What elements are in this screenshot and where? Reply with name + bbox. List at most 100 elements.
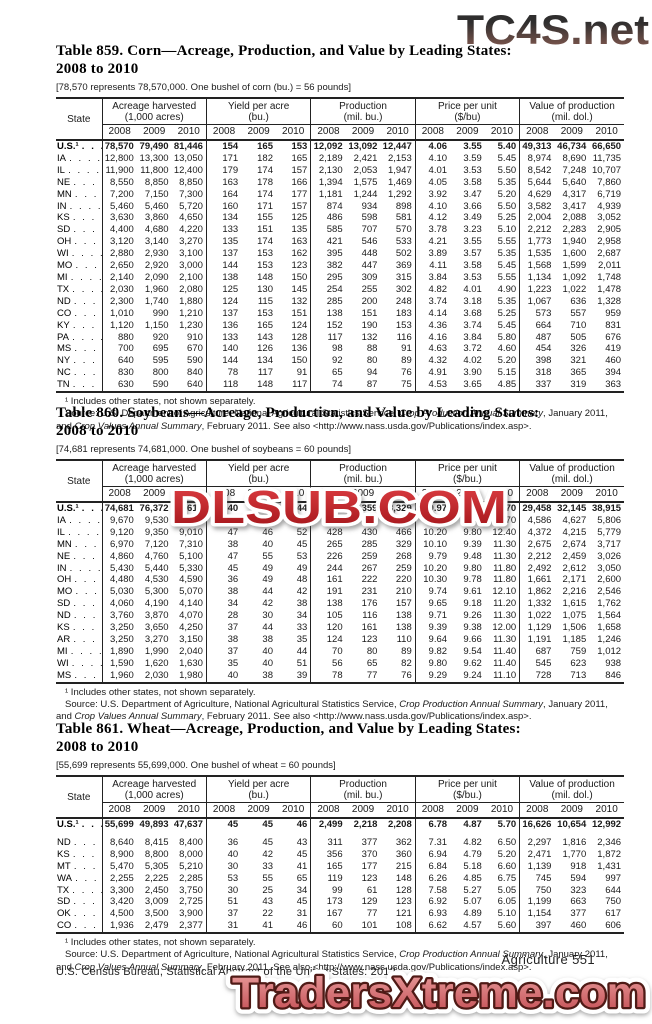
table-cell: 4.82 [463,836,482,848]
table-cell: 3,100 [179,248,203,260]
table-cell: 309 [361,271,378,283]
table-cell: 2,297 [519,836,555,849]
table-cell: 664 [519,319,555,332]
table-cell: 2,479 [144,920,169,932]
table-cell: 4.57 [463,920,482,932]
table-cell: 2,080 [179,283,203,295]
state-label: SD . . . . . . . . . [56,224,103,237]
title-line1: Table 860. Soybeans—Acreage, Production,… [56,405,540,421]
table-cell: 2,208 [387,819,412,830]
table-cell: 4.89 [463,908,482,920]
table-cell: 9.38 [463,622,482,634]
table-cell: 4,372 [519,526,555,539]
table-cell: 4.10 [414,152,451,165]
table-cell: 40 [205,669,242,683]
table-cell: 419 [605,343,622,355]
table-cell: 4,939 [597,200,622,212]
table-cell: 8,640 [101,836,137,849]
table-cell: 79,490 [139,141,169,152]
table-cell: 151 [361,307,378,319]
table-cell: 9.66 [463,633,482,645]
table-cell: 38,915 [591,503,622,514]
year-header: 2009 [554,802,590,819]
state-label: NE . . . . . . . . . [56,550,103,563]
table-cell: 11.80 [493,574,517,586]
table-cell: 920 [152,331,169,343]
state-label: IL . . . . . . . . . [56,164,103,177]
table-cell: 1,575 [353,176,378,188]
table-cell: 5.10 [497,224,517,236]
table-cell: 5.27 [463,884,482,896]
table-cell: 594 [570,872,587,884]
table-cell: 898 [395,200,412,212]
state-label: CO . . . . . . . . . [56,307,103,320]
table-cell: 1,292 [387,188,412,200]
table-cell: 91 [296,367,308,379]
table-cell: 1,328 [597,295,622,307]
table-cell: 9.39 [414,622,451,634]
table-cell: 4.90 [497,283,517,295]
table-cell: 1,880 [179,295,203,307]
table-cell: 4.32 [414,355,451,368]
table-cell: 40 [262,657,273,669]
table-cell: 11.30 [493,538,517,550]
year-header: 2010 [589,486,625,503]
table-cell: 77 [366,908,378,920]
table-cell: 687 [519,645,555,658]
table-cell: 220 [395,574,412,586]
state-label: CO . . . . . . . . . [56,920,103,934]
table-cell: 42 [262,848,273,860]
table-cell: 676 [605,331,622,343]
year-header: 2009 [450,486,485,503]
table-cell: 695 [152,343,169,355]
table-cell: 1,990 [144,645,169,657]
table-cell: 2,421 [353,152,378,164]
state-label: WA . . . . . . . . . [56,872,103,885]
state-label: OH . . . . . . . . . [56,236,103,249]
table-cell: 75 [401,379,412,391]
table-cell: 161 [361,622,378,634]
state-label: SD . . . . . . . . . [56,896,103,909]
table-cell: 45 [296,848,308,860]
table-cell: 311 [310,836,346,849]
table-cell: 4.91 [414,367,451,380]
table-cell: 4,650 [179,212,203,224]
table-cell: 138 [310,307,346,320]
table-cell: 2,225 [144,872,169,884]
table-cell: 598 [361,212,378,224]
table-cell: 134 [257,355,273,367]
table-cell: 44 [296,645,308,657]
table-cell: 707 [361,224,378,236]
table-cell: 56 [310,657,346,670]
table-cell: 3,750 [179,884,203,896]
table-cell: 2,471 [519,848,555,861]
table-cell: 710 [570,319,587,331]
table-cell: 7,200 [101,188,137,201]
table-cell: 5,430 [101,562,137,575]
table-cell: 40 [205,848,242,861]
year-header: 2010 [380,124,416,141]
table-cell: 1,590 [101,657,137,670]
table-cell: 3,052 [597,212,622,224]
table-cell: 153 [395,319,412,331]
table-cell: 137 [205,248,242,261]
table-cell: 124 [310,633,346,646]
table-cell: 3.58 [463,260,482,272]
table-cell: 4.01 [414,164,451,177]
state-label: NE . . . . . . . . . [56,176,103,189]
table-cell: 606 [605,920,622,932]
table-cell: 8,900 [101,848,137,861]
table-cell: 5.45 [497,260,517,272]
table-cell: 150 [291,271,308,283]
table-cell: 65 [366,657,378,669]
table-cell: 9.64 [414,633,451,646]
table-cell: 5.45 [497,319,517,331]
table-cell: 486 [361,514,378,526]
table-cell: 65 [296,872,308,884]
table-cell: 3.74 [463,319,482,331]
table-cell: 1,936 [101,920,137,934]
table-cell: 117 [292,379,308,391]
